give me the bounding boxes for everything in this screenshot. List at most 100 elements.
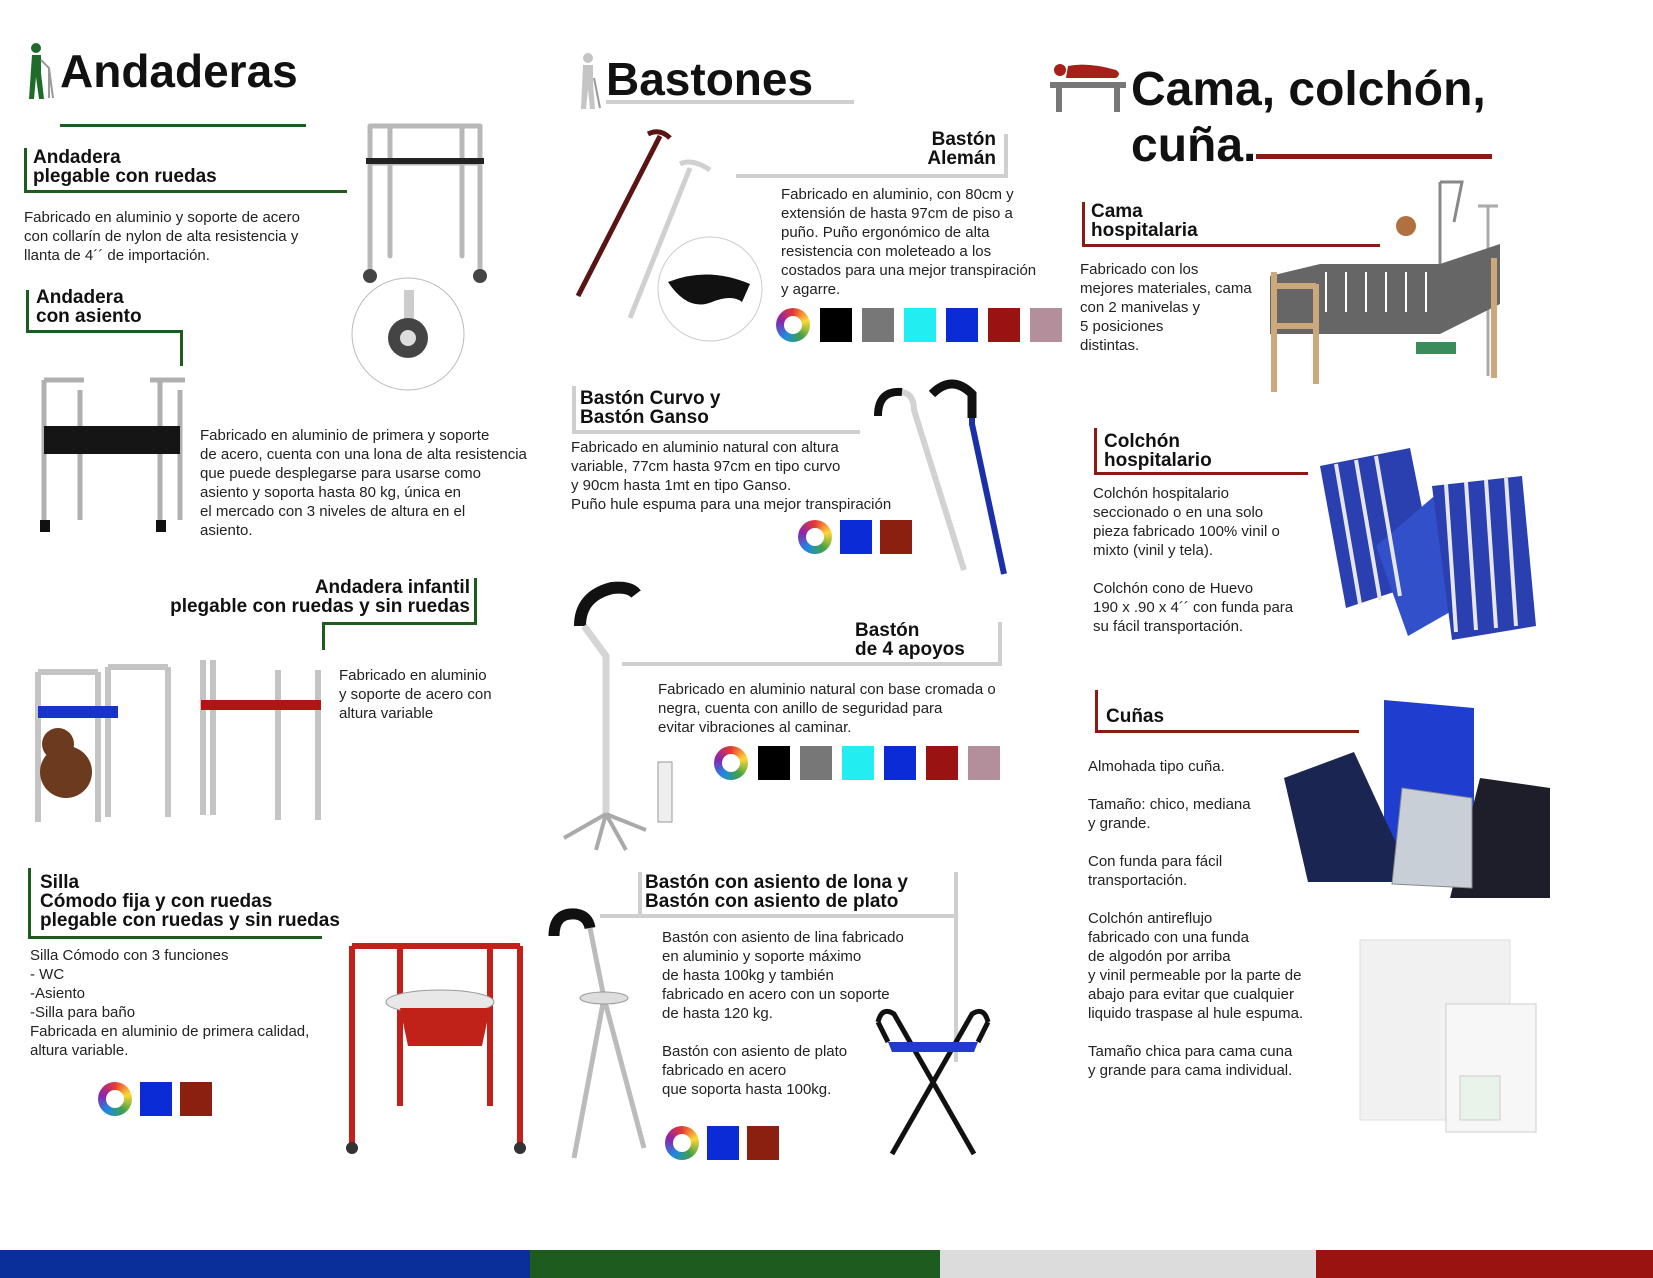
baston-aleman-text: Fabricado en aluminio, con 80cm y extens… xyxy=(781,186,1037,298)
color-swatch[interactable] xyxy=(840,520,872,554)
german-canes-image xyxy=(575,129,763,342)
andadera-plegable-title: Andadera plegable con ruedas xyxy=(33,147,217,187)
commode-chair-image xyxy=(346,943,526,1154)
baston-curvo-text: Fabricado en aluminio natural con altura… xyxy=(571,439,892,513)
color-swatch[interactable] xyxy=(862,308,894,342)
section-bracket xyxy=(322,622,325,650)
silla-comodo-title: Silla Cómodo fija y con ruedas plegable co… xyxy=(40,872,340,931)
color-swatch[interactable] xyxy=(968,746,1000,780)
section-bracket xyxy=(474,578,477,624)
section-bracket xyxy=(1094,428,1097,474)
section-bracket xyxy=(572,430,860,434)
cama-hospitalaria-title: Cama hospitalaria xyxy=(1091,201,1198,241)
seat-cane-image xyxy=(548,908,647,1159)
section-bracket xyxy=(736,174,1008,178)
section-bracket xyxy=(954,872,958,1062)
cane-person-icon xyxy=(581,53,601,109)
section-bracket xyxy=(1082,202,1085,246)
andadera-plegable-text: Fabricado en aluminio y soporte de acero… xyxy=(24,209,300,264)
footer-bar-grey xyxy=(940,1250,1316,1278)
walker-person-icon xyxy=(29,43,54,99)
baston-curvo-color-options xyxy=(798,520,912,554)
anti-reflux-mattress-image xyxy=(1359,939,1537,1133)
color-wheel-icon xyxy=(98,1082,132,1116)
section-bracket xyxy=(26,330,182,333)
section-bracket xyxy=(622,662,1002,666)
section-bracket xyxy=(322,622,477,625)
bed-patient-icon xyxy=(1050,64,1126,112)
color-swatch[interactable] xyxy=(707,1126,739,1160)
section-bracket xyxy=(26,290,29,330)
baston-curvo-title: Bastón Curvo y Bastón Ganso xyxy=(580,388,721,428)
andadera-asiento-text: Fabricado en aluminio de primera y sopor… xyxy=(200,427,527,539)
andadera-infantil-text: Fabricado en aluminio y soporte de acero… xyxy=(339,667,492,722)
hospital-bed-image xyxy=(1270,180,1500,392)
footer-bar-blue xyxy=(0,1250,530,1278)
color-swatch[interactable] xyxy=(946,308,978,342)
color-wheel-icon xyxy=(714,746,748,780)
mattress-image xyxy=(1320,448,1536,640)
colchon-title: Colchón hospitalario xyxy=(1104,431,1212,471)
color-swatch[interactable] xyxy=(988,308,1020,342)
walker-seat-image xyxy=(40,377,185,532)
color-swatch[interactable] xyxy=(140,1082,172,1116)
section-bracket xyxy=(1082,244,1380,247)
section-bracket xyxy=(1095,690,1098,732)
color-swatch[interactable] xyxy=(820,308,852,342)
baston-asiento-color-options xyxy=(665,1126,779,1160)
section-bracket xyxy=(24,148,27,192)
baston-apoyos-title: Bastón de 4 apoyos xyxy=(855,620,965,660)
andadera-asiento-title: Andadera con asiento xyxy=(36,287,142,327)
color-swatch[interactable] xyxy=(926,746,958,780)
section-bracket xyxy=(638,872,642,916)
section-bracket xyxy=(28,868,31,938)
baston-asiento-text: Bastón con asiento de lina fabricado en … xyxy=(662,929,904,1098)
color-swatch[interactable] xyxy=(800,746,832,780)
color-swatch[interactable] xyxy=(842,746,874,780)
wedge-pillows-image xyxy=(1284,700,1550,898)
footer-bar-red xyxy=(1316,1250,1653,1278)
curved-canes-image xyxy=(874,379,1007,575)
baston-aleman-title: Bastón Alemán xyxy=(927,129,996,169)
baston-apoyos-color-options xyxy=(714,746,1000,780)
bastones-title: Bastones xyxy=(606,53,814,105)
section-bracket xyxy=(600,914,956,918)
quad-cane-image xyxy=(563,581,673,851)
section-bracket xyxy=(24,190,347,193)
cunas-text: Almohada tipo cuña. Tamaño: chico, media… xyxy=(1088,758,1304,1079)
andadera-infantil-title: Andadera infantil plegable con ruedas y s… xyxy=(170,577,470,617)
color-swatch[interactable] xyxy=(1030,308,1062,342)
section-bracket xyxy=(1094,472,1308,475)
section-bracket xyxy=(998,622,1002,664)
colchon-text: Colchón hospitalario seccionado o en una… xyxy=(1093,485,1294,635)
cama-title: Cama, colchón, cuña. xyxy=(1131,63,1486,172)
children-walkers-image xyxy=(35,660,321,822)
color-wheel-icon xyxy=(665,1126,699,1160)
baston-aleman-color-options xyxy=(776,308,1062,342)
section-bracket xyxy=(180,330,183,366)
footer-bar-green xyxy=(530,1250,940,1278)
section-bracket xyxy=(572,386,576,432)
section-bracket xyxy=(1095,730,1359,733)
folding-walker-image xyxy=(363,123,487,283)
color-swatch[interactable] xyxy=(880,520,912,554)
baston-apoyos-text: Fabricado en aluminio natural con base c… xyxy=(658,681,996,736)
baston-asiento-title: Bastón con asiento de lona y Bastón con a… xyxy=(645,872,908,912)
color-swatch[interactable] xyxy=(758,746,790,780)
silla-comodo-text: Silla Cómodo con 3 funciones - WC -Asien… xyxy=(30,947,310,1059)
section-bracket xyxy=(28,936,322,939)
bastones-title-underline xyxy=(606,100,854,104)
andaderas-title-underline xyxy=(60,124,306,127)
color-swatch[interactable] xyxy=(904,308,936,342)
color-swatch[interactable] xyxy=(180,1082,212,1116)
silla-color-options xyxy=(98,1082,212,1116)
folding-stool-image xyxy=(875,1008,991,1156)
color-wheel-icon xyxy=(798,520,832,554)
color-wheel-icon xyxy=(776,308,810,342)
cama-hospitalaria-text: Fabricado con los mejores materiales, ca… xyxy=(1080,261,1252,354)
andaderas-title: Andaderas xyxy=(60,45,298,97)
color-swatch[interactable] xyxy=(747,1126,779,1160)
wheel-detail-image xyxy=(351,277,465,391)
color-swatch[interactable] xyxy=(884,746,916,780)
section-bracket xyxy=(1004,134,1008,176)
